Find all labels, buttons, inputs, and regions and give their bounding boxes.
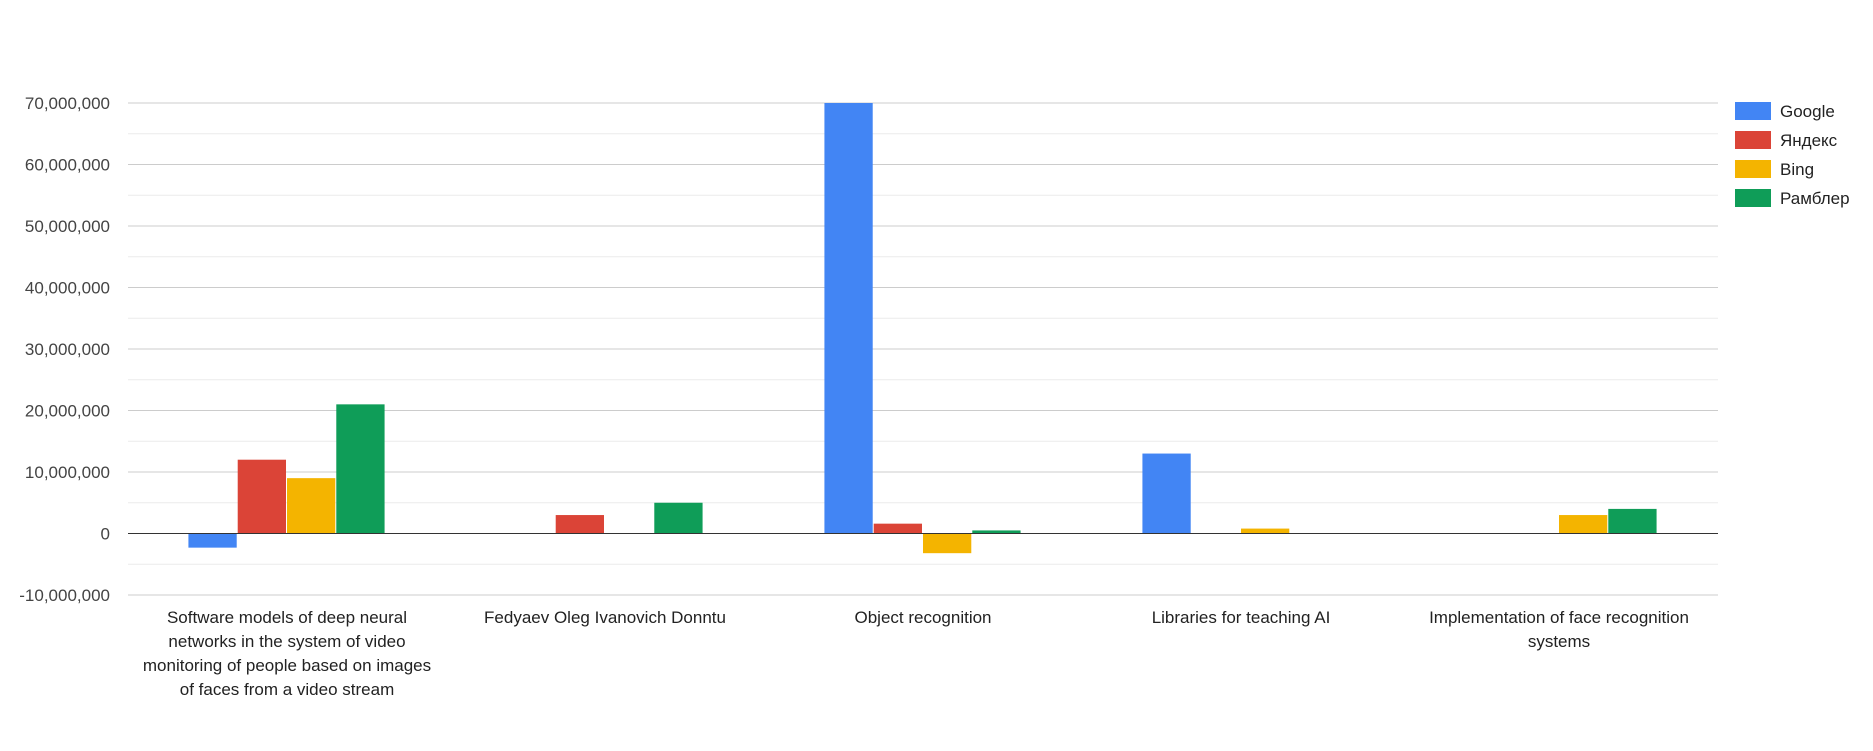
- bars: [188, 103, 1657, 554]
- y-tick-label: 50,000,000: [25, 217, 110, 236]
- y-tick-label: 20,000,000: [25, 402, 110, 421]
- legend-label: Рамблер: [1780, 189, 1850, 208]
- legend-label: Яндекс: [1780, 131, 1838, 150]
- y-tick-label: 10,000,000: [25, 463, 110, 482]
- x-tick-label-line: Object recognition: [854, 608, 991, 627]
- x-tick-label-line: networks in the system of video: [168, 632, 405, 651]
- bar[interactable]: [923, 533, 972, 554]
- legend-swatch: [1735, 189, 1771, 207]
- y-tick-label: 40,000,000: [25, 279, 110, 298]
- bar[interactable]: [555, 515, 604, 534]
- y-tick-label: 60,000,000: [25, 156, 110, 175]
- x-tick-label-line: of faces from a video stream: [180, 680, 394, 699]
- legend[interactable]: Google Яндекс Bing Рамблер: [1735, 102, 1850, 208]
- bar[interactable]: [1559, 515, 1608, 534]
- bar[interactable]: [1142, 453, 1191, 534]
- x-tick-label-line: Software models of deep neural: [167, 608, 407, 627]
- y-tick-label: 0: [101, 525, 110, 544]
- bar[interactable]: [188, 533, 237, 548]
- x-tick-label: Libraries for teaching AI: [1152, 608, 1331, 627]
- x-tick-label: Software models of deep neural networks i…: [143, 608, 431, 699]
- legend-swatch: [1735, 160, 1771, 178]
- legend-label: Google: [1780, 102, 1835, 121]
- bar[interactable]: [654, 502, 703, 534]
- bar[interactable]: [972, 530, 1021, 534]
- legend-swatch: [1735, 102, 1771, 120]
- x-tick-label-line: systems: [1528, 632, 1590, 651]
- x-tick-label-line: Implementation of face recognition: [1429, 608, 1689, 627]
- x-tick-label-line: monitoring of people based on images: [143, 656, 431, 675]
- gridlines: [128, 102, 1718, 596]
- y-tick-label: 30,000,000: [25, 340, 110, 359]
- bar[interactable]: [1608, 508, 1657, 534]
- x-tick-label: Object recognition: [854, 608, 991, 627]
- x-tick-label: Implementation of face recognition system…: [1429, 608, 1689, 651]
- bar[interactable]: [873, 523, 922, 534]
- y-tick-label: 70,000,000: [25, 94, 110, 113]
- bar[interactable]: [237, 459, 286, 534]
- legend-label: Bing: [1780, 160, 1814, 179]
- y-axis: 70,000,000 60,000,000 50,000,000 40,000,000…: [19, 94, 110, 605]
- bar[interactable]: [1241, 528, 1290, 534]
- x-axis: Software models of deep neural networks i…: [143, 608, 1689, 699]
- x-tick-label-line: Libraries for teaching AI: [1152, 608, 1331, 627]
- x-tick-label-line: Fedyaev Oleg Ivanovich Donntu: [484, 608, 726, 627]
- legend-swatch: [1735, 131, 1771, 149]
- x-tick-label: Fedyaev Oleg Ivanovich Donntu: [484, 608, 726, 627]
- bar[interactable]: [336, 404, 385, 534]
- bar[interactable]: [287, 478, 336, 534]
- y-tick-label: -10,000,000: [19, 586, 110, 605]
- bar[interactable]: [824, 103, 873, 534]
